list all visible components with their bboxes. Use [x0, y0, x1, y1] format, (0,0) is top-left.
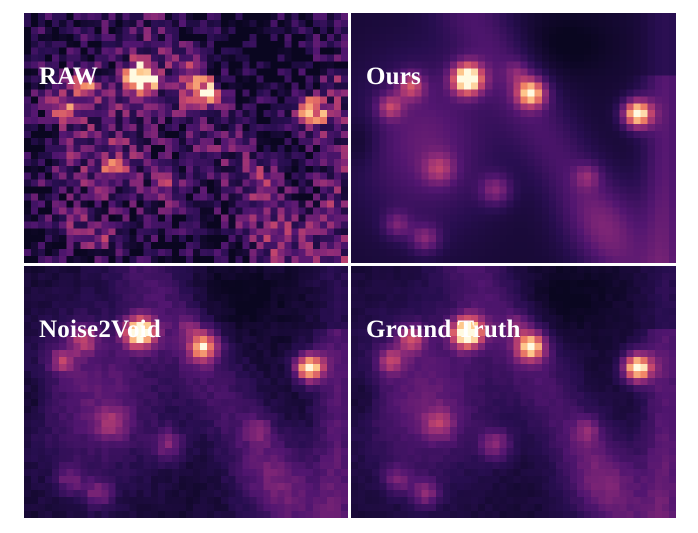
panel-label-ground-truth: Ground Truth	[366, 316, 521, 343]
ground-truth-image	[351, 266, 676, 518]
panel-label-raw: RAW	[39, 63, 98, 90]
raw-image	[24, 13, 348, 263]
panel-label-noise2void: Noise2Void	[39, 316, 161, 343]
panel-noise2void: Noise2Void	[24, 266, 348, 518]
panel-raw: RAW	[24, 13, 348, 263]
panel-ground-truth: Ground Truth	[351, 266, 676, 518]
panel-ours: Ours	[351, 13, 676, 263]
panel-label-ours: Ours	[366, 63, 421, 90]
noise2void-image	[24, 266, 348, 518]
ours-image	[351, 13, 676, 263]
